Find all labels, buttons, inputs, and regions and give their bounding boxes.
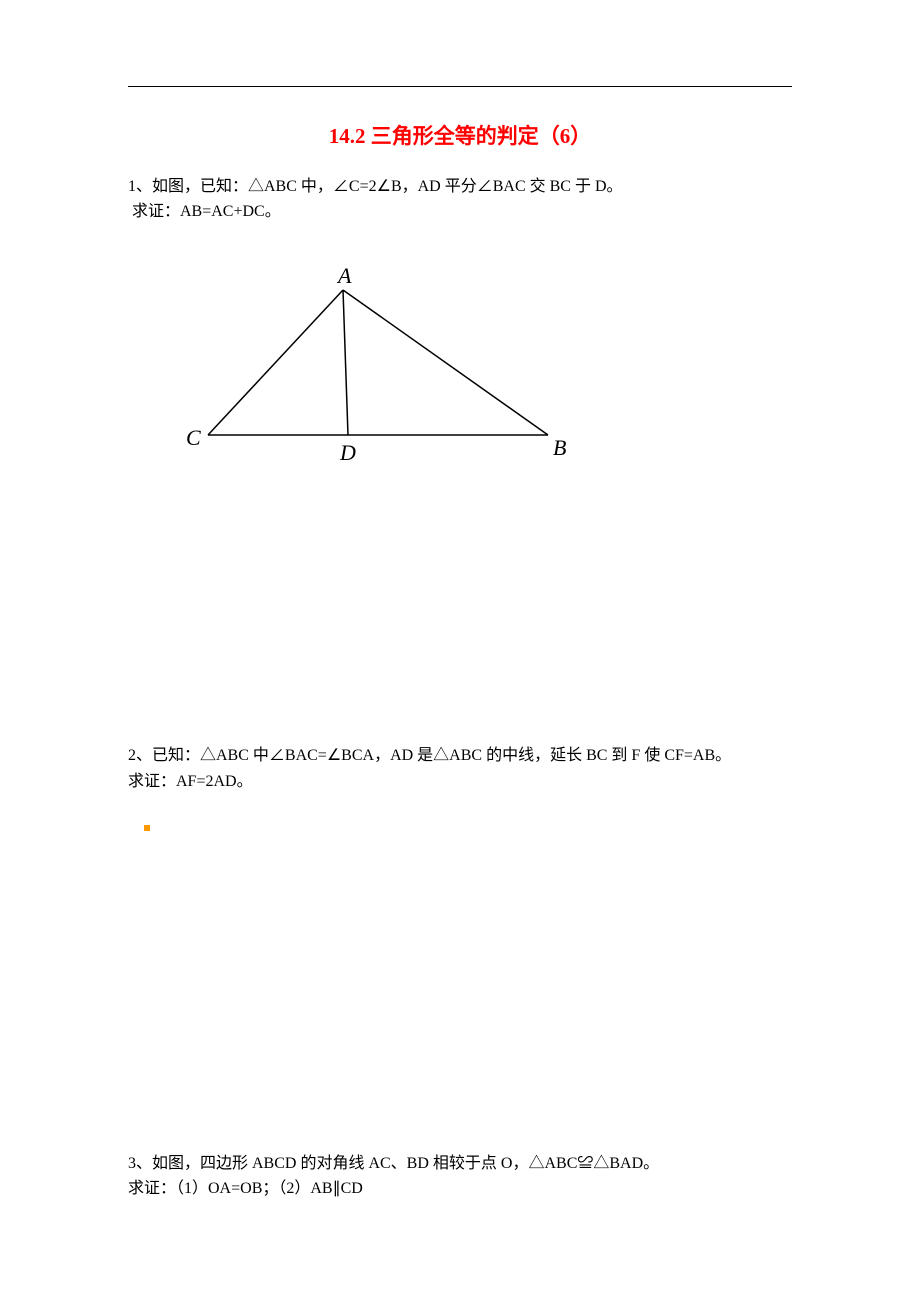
svg-text:A: A [336, 265, 352, 288]
problem-1: 1、如图，已知：△ABC 中，∠C=2∠B，AD 平分∠BAC 交 BC 于 D… [128, 174, 792, 225]
figure-1-triangle: A B C D [168, 265, 588, 475]
svg-text:D: D [339, 440, 356, 465]
content: 14.2 三角形全等的判定（6） 1、如图，已知：△ABC 中，∠C=2∠B，A… [0, 0, 920, 1202]
section-title: 14.2 三角形全等的判定（6） [128, 120, 792, 154]
spacer-2 [128, 831, 792, 1151]
svg-text:C: C [186, 425, 201, 450]
svg-text:B: B [553, 435, 566, 460]
problem-3: 3、如图，四边形 ABCD 的对角线 AC、BD 相较于点 O，△ABC≌△BA… [128, 1151, 792, 1202]
problem-1-line-2: 求证：AB=AC+DC。 [128, 199, 792, 225]
figure-1-wrap: A B C D [168, 265, 792, 484]
problem-2: 2、已知：△ABC 中∠BAC=∠BCA，AD 是△ABC 的中线，延长 BC … [128, 743, 792, 794]
spacer-1 [128, 523, 792, 743]
problem-2-line-1: 2、已知：△ABC 中∠BAC=∠BCA，AD 是△ABC 的中线，延长 BC … [128, 743, 792, 769]
problem-3-line-2: 求证：（1）OA=OB；（2）AB∥CD [128, 1176, 792, 1202]
page: 14.2 三角形全等的判定（6） 1、如图，已知：△ABC 中，∠C=2∠B，A… [0, 0, 920, 1302]
problem-1-line-1: 1、如图，已知：△ABC 中，∠C=2∠B，AD 平分∠BAC 交 BC 于 D… [128, 174, 792, 200]
top-rule [128, 86, 792, 87]
problem-2-line-2: 求证：AF=2AD。 [128, 769, 792, 795]
problem-3-line-1: 3、如图，四边形 ABCD 的对角线 AC、BD 相较于点 O，△ABC≌△BA… [128, 1151, 792, 1177]
